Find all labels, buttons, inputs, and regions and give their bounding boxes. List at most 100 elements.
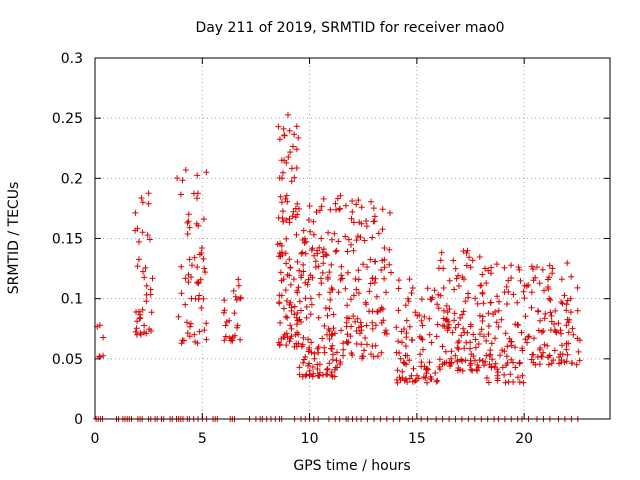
data-point	[368, 198, 374, 205]
data-point	[397, 355, 404, 362]
data-point	[179, 177, 186, 184]
data-point	[495, 307, 502, 314]
data-point	[327, 206, 334, 213]
data-point	[492, 309, 499, 315]
data-point	[147, 286, 154, 293]
data-point	[455, 321, 462, 328]
data-point	[174, 175, 181, 182]
data-point	[290, 143, 296, 150]
data-point	[403, 334, 410, 341]
data-point	[203, 320, 210, 327]
data-point	[483, 280, 490, 287]
data-point	[528, 289, 535, 296]
data-point	[454, 367, 461, 374]
data-point	[361, 347, 368, 354]
data-point	[468, 366, 474, 373]
data-point	[141, 322, 148, 329]
data-point	[185, 271, 192, 278]
data-point	[185, 279, 192, 286]
data-point	[379, 257, 386, 264]
data-point	[462, 357, 469, 364]
data-point	[499, 364, 506, 371]
data-point	[423, 370, 430, 377]
data-point	[517, 277, 524, 284]
data-point	[454, 344, 461, 351]
data-point	[506, 335, 513, 342]
data-point	[300, 261, 307, 268]
data-point	[455, 272, 462, 279]
data-point	[364, 264, 370, 270]
data-point	[403, 361, 410, 368]
data-point	[283, 217, 290, 223]
data-point	[350, 292, 357, 299]
data-point	[528, 263, 535, 270]
data-point	[358, 204, 365, 211]
data-point	[318, 203, 325, 210]
data-point	[399, 368, 406, 375]
data-point	[287, 299, 294, 306]
data-point	[138, 195, 145, 201]
data-point	[145, 200, 152, 207]
data-point	[454, 358, 461, 365]
data-point	[547, 297, 554, 303]
data-point	[328, 369, 335, 376]
data-point	[300, 268, 307, 275]
data-point	[195, 279, 202, 286]
data-point	[362, 335, 369, 341]
data-point	[401, 326, 407, 333]
data-point	[454, 339, 461, 346]
data-point	[465, 290, 472, 297]
data-point	[234, 322, 241, 329]
data-point	[467, 323, 474, 330]
data-point	[547, 309, 554, 316]
data-point	[350, 247, 357, 254]
data-point	[296, 371, 303, 378]
data-point	[546, 295, 553, 302]
data-point	[443, 302, 450, 309]
data-point	[575, 348, 582, 355]
data-point	[328, 345, 335, 352]
data-point	[276, 292, 283, 299]
data-point	[574, 284, 581, 291]
data-point	[283, 192, 290, 199]
data-point	[296, 298, 303, 305]
data-point	[237, 336, 244, 343]
data-point	[300, 359, 307, 366]
data-point	[336, 206, 343, 213]
data-point	[418, 335, 425, 342]
data-point	[369, 234, 376, 241]
data-point	[528, 356, 535, 363]
data-point	[296, 364, 303, 371]
data-point	[275, 253, 282, 260]
data-point	[576, 357, 583, 364]
data-point	[402, 302, 409, 309]
data-point	[379, 226, 386, 233]
data-point	[326, 360, 333, 367]
data-point	[132, 209, 139, 216]
data-point	[544, 284, 551, 290]
data-point	[299, 249, 306, 256]
data-point	[508, 262, 515, 269]
data-point	[472, 295, 479, 302]
data-point	[461, 329, 468, 336]
y-tick-label: 0.15	[52, 232, 83, 248]
data-point	[422, 375, 429, 381]
data-point	[419, 336, 426, 343]
data-point	[467, 264, 474, 271]
data-point	[408, 336, 415, 343]
data-point	[318, 235, 325, 242]
data-point	[353, 286, 360, 293]
data-point	[317, 207, 323, 214]
data-point	[512, 321, 519, 328]
data-point	[416, 333, 423, 340]
y-tick-label: 0.3	[61, 51, 83, 67]
data-point	[332, 200, 339, 207]
data-point	[474, 367, 481, 374]
data-point	[335, 289, 342, 296]
data-point	[324, 312, 331, 319]
data-point	[559, 342, 565, 349]
data-point	[434, 377, 441, 384]
data-point	[406, 323, 413, 330]
data-point	[306, 371, 313, 378]
data-point	[191, 254, 198, 261]
